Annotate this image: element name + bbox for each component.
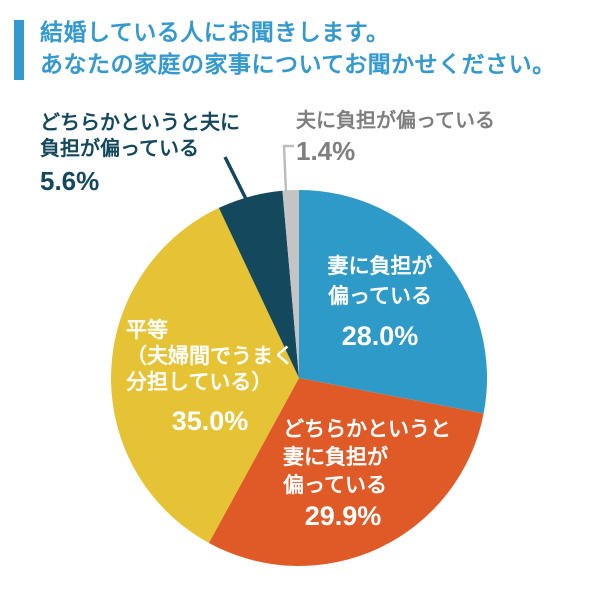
title-accent-bar <box>14 20 24 80</box>
slice-label-wife: 妻に負担が 偏っている 28.0% <box>300 252 460 351</box>
slice-label-wife-line2: 偏っている <box>328 285 432 308</box>
leader-line-husband <box>282 144 294 193</box>
page-title-line1: 結婚している人にお聞きします。 <box>40 19 390 45</box>
header: 結婚している人にお聞きします。 あなたの家庭の家事についてお聞かせください。 <box>14 16 556 80</box>
slice-label-rather-wife-line3: 偏っている <box>283 474 387 497</box>
pie-slice-4 <box>282 190 299 378</box>
slice-value-rather-wife: 29.9% <box>304 501 382 531</box>
slice-label-rather-husband: どちらかというと夫に 負担が偏っている 5.6% <box>40 110 280 194</box>
pie-slice-0 <box>299 190 488 414</box>
slice-label-equal: 平等 （夫婦間でうまく 分担している） 35.0% <box>126 318 326 436</box>
pie-slice-2 <box>111 207 299 543</box>
page-title: 結婚している人にお聞きします。 あなたの家庭の家事についてお聞かせください。 <box>40 16 556 80</box>
slice-label-husband-line1: 夫に負担が偏っている <box>296 110 495 132</box>
leader-line-rather-husband <box>223 156 250 204</box>
slice-label-equal-line3: 分担している） <box>126 371 273 394</box>
slice-value-rather-husband: 5.6% <box>40 166 100 196</box>
slice-label-wife-line1: 妻に負担が <box>327 255 433 278</box>
page-title-line2: あなたの家庭の家事についてお聞かせください。 <box>40 51 556 77</box>
slice-label-rather-wife-line1: どちらかというと <box>283 418 451 441</box>
pie-slice-1 <box>208 378 484 566</box>
slice-value-wife: 28.0% <box>341 321 419 351</box>
slice-label-husband: 夫に負担が偏っている 1.4% <box>296 108 556 164</box>
slice-label-rather-husband-line2: 負担が偏っている <box>40 138 199 160</box>
slice-value-husband: 1.4% <box>296 136 356 166</box>
slice-value-equal: 35.0% <box>171 406 249 436</box>
slice-label-rather-wife: どちらかというと 妻に負担が 偏っている 29.9% <box>283 416 473 530</box>
pie-slice-3 <box>218 190 299 378</box>
slice-label-rather-wife-line2: 妻に負担が <box>283 446 388 469</box>
slice-label-rather-husband-line1: どちらかというと夫に <box>40 112 240 134</box>
slice-label-equal-line2: （夫婦間でうまく <box>126 345 294 368</box>
slice-label-equal-line1: 平等 <box>126 319 168 342</box>
